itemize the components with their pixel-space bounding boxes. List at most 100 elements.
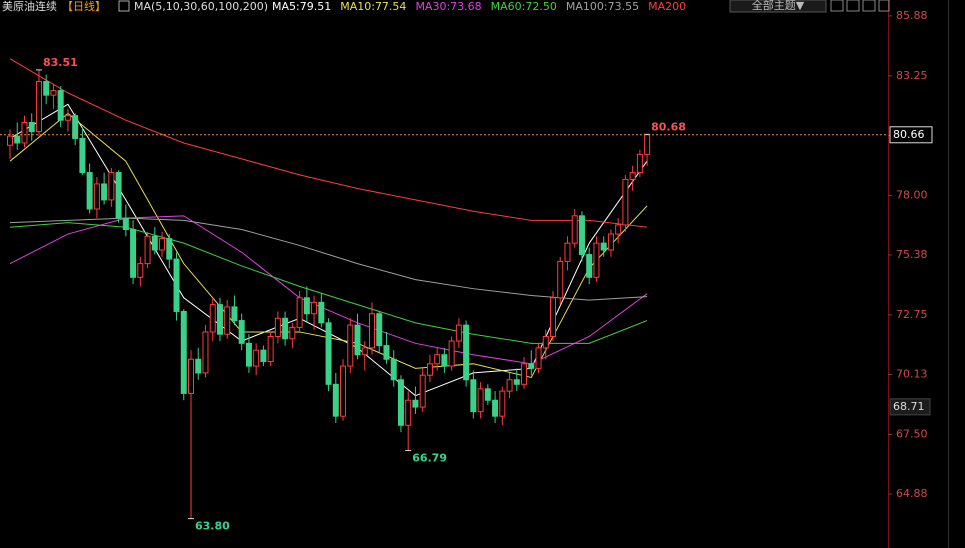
indicator: MA(5,10,30,60,100,200) bbox=[134, 0, 268, 13]
candle-body bbox=[122, 217, 129, 230]
candle-body bbox=[209, 304, 216, 333]
candle-body bbox=[528, 363, 535, 369]
y-tick-label: 85.88 bbox=[896, 9, 928, 22]
annotation-label: 83.51 bbox=[43, 56, 78, 69]
candle-body bbox=[361, 347, 368, 356]
candle-body bbox=[347, 324, 354, 367]
candle-body bbox=[318, 301, 325, 324]
candle-body bbox=[419, 374, 426, 408]
candle-body bbox=[21, 121, 28, 144]
candle-body bbox=[564, 242, 571, 262]
candle-body bbox=[535, 347, 542, 369]
candle-body bbox=[282, 317, 289, 340]
y-tick-label: 72.75 bbox=[896, 308, 928, 321]
annotation-label: 66.79 bbox=[412, 452, 447, 465]
candle-body bbox=[615, 224, 622, 235]
candle-body bbox=[397, 379, 404, 426]
y-tick-label: 75.38 bbox=[896, 248, 928, 261]
candle-body bbox=[636, 153, 643, 174]
candle-body bbox=[340, 365, 347, 417]
candle-body bbox=[108, 172, 115, 201]
candle-body bbox=[644, 134, 651, 155]
candle-body bbox=[28, 121, 35, 133]
candle-body bbox=[195, 358, 202, 374]
theme-button[interactable] bbox=[729, 0, 827, 13]
candle-body bbox=[72, 115, 79, 139]
candle-body bbox=[202, 331, 209, 374]
candle-body bbox=[173, 258, 180, 312]
candle-body bbox=[267, 335, 274, 363]
ma-line bbox=[9, 222, 648, 344]
candle-body bbox=[180, 310, 187, 394]
legend-entry: MA10:77.54 bbox=[340, 0, 406, 13]
theme-button-label: 全部主题▼ bbox=[752, 0, 805, 12]
icon-button[interactable] bbox=[830, 0, 844, 12]
candle-body bbox=[607, 233, 614, 251]
legend-entry: MA30:73.68 bbox=[415, 0, 481, 13]
cursor-price-label: 68.71 bbox=[893, 400, 925, 413]
candle-body bbox=[600, 242, 607, 251]
candle-body bbox=[188, 358, 194, 394]
candle-body bbox=[593, 242, 600, 278]
icon-button[interactable] bbox=[846, 0, 860, 12]
ma-line bbox=[9, 58, 648, 228]
candle-body bbox=[260, 349, 267, 363]
candle-body bbox=[506, 379, 513, 392]
candle-body bbox=[434, 354, 441, 365]
candle-body bbox=[477, 388, 484, 413]
candle-body bbox=[130, 228, 137, 278]
candle-body bbox=[43, 81, 50, 96]
candle-body bbox=[557, 260, 564, 299]
candle-body bbox=[86, 172, 93, 210]
candle-body bbox=[101, 183, 108, 201]
candle-body bbox=[64, 115, 71, 121]
candle-body bbox=[274, 317, 281, 337]
candle-body bbox=[325, 322, 332, 385]
candle-body bbox=[35, 81, 42, 133]
candle-body bbox=[166, 238, 173, 260]
candle-body bbox=[629, 172, 636, 180]
cursor-price-box bbox=[889, 398, 931, 416]
period: 【日线】 bbox=[62, 0, 106, 13]
candle-body bbox=[253, 349, 260, 367]
icon[interactable] bbox=[118, 0, 130, 12]
candle-body bbox=[369, 313, 375, 349]
candle-body bbox=[492, 399, 499, 417]
candle-body bbox=[115, 172, 122, 219]
candle-body bbox=[571, 215, 578, 244]
candle-body bbox=[238, 320, 245, 344]
candle-body bbox=[484, 388, 491, 401]
candle-body bbox=[354, 324, 361, 356]
y-tick-label: 70.13 bbox=[896, 368, 928, 381]
candle-body bbox=[448, 340, 455, 367]
candle-body bbox=[151, 235, 158, 251]
candle-body bbox=[144, 235, 151, 265]
icon-button[interactable] bbox=[862, 0, 876, 12]
candle-body bbox=[296, 297, 303, 328]
candle-body bbox=[441, 354, 448, 367]
candle-body bbox=[521, 363, 528, 385]
icon-button[interactable] bbox=[878, 0, 890, 12]
last-price-label: 80.66 bbox=[893, 128, 925, 141]
legend-entry: MA60:72.50 bbox=[491, 0, 557, 13]
candle-body bbox=[332, 383, 339, 417]
candle-body bbox=[224, 306, 231, 335]
legend-entry: MA200 bbox=[648, 0, 686, 13]
candle-body bbox=[79, 137, 86, 174]
candle-body bbox=[14, 135, 21, 144]
candle-body bbox=[586, 254, 593, 278]
candle-body bbox=[159, 238, 166, 251]
annotation-label: 80.68 bbox=[651, 120, 686, 133]
candle-body bbox=[57, 90, 64, 121]
candle-body bbox=[513, 379, 520, 385]
candle-body bbox=[7, 135, 13, 146]
candle-body bbox=[137, 263, 144, 278]
candle-body bbox=[622, 178, 629, 226]
candle-body bbox=[405, 399, 412, 426]
y-tick-label: 67.50 bbox=[896, 427, 928, 440]
candle-body bbox=[216, 304, 223, 335]
last-price-box bbox=[889, 126, 933, 144]
